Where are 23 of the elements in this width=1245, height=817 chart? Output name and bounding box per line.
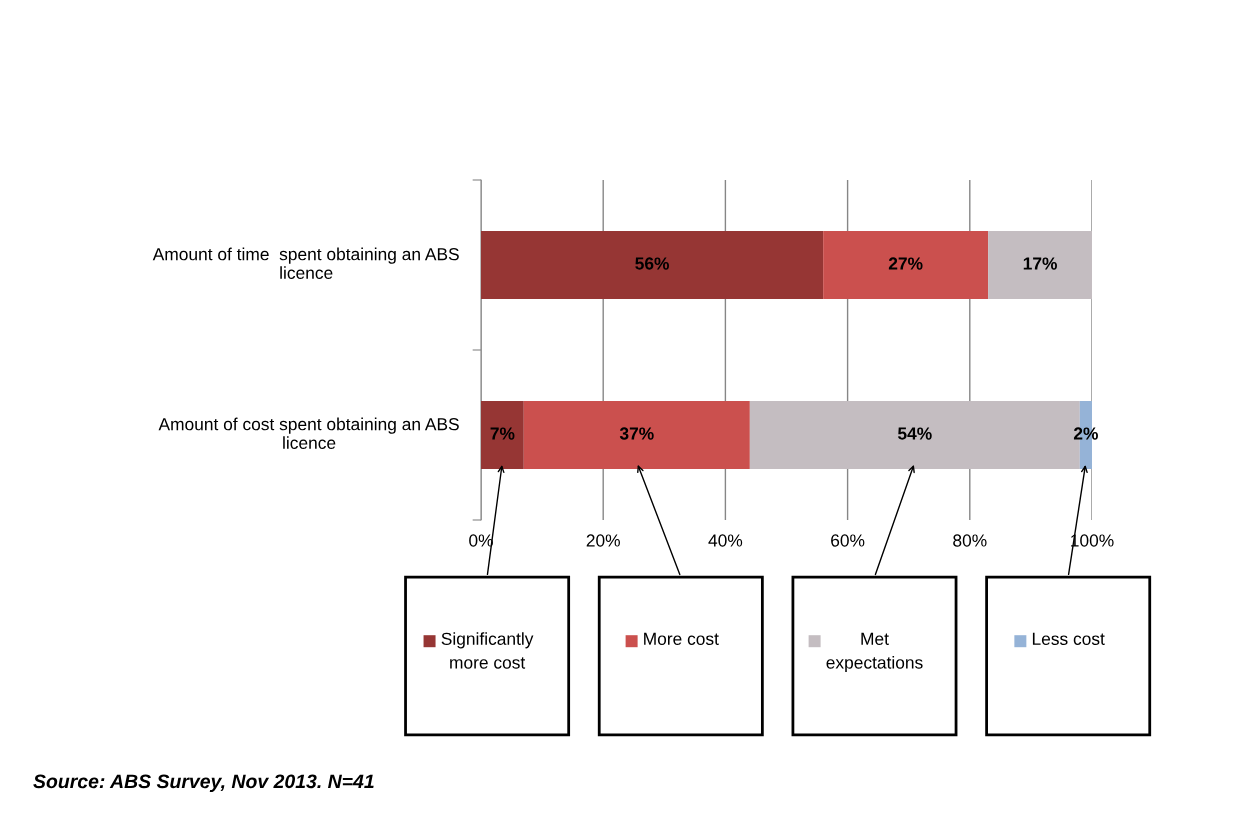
bar: [823, 231, 989, 299]
data-label: 54%: [897, 427, 932, 440]
data-label: 56%: [635, 257, 669, 270]
data-label: 27%: [888, 257, 923, 270]
data-label: 7%: [490, 427, 515, 440]
bar: [481, 401, 524, 469]
x-tick-label: 20%: [586, 534, 620, 547]
bar: [523, 401, 750, 469]
source-note: Source: ABS Survey, Nov 2013. N=41: [33, 774, 374, 793]
legend-label: More cost: [644, 632, 719, 645]
bar: [988, 231, 1092, 299]
legend-label: Significantly more cost: [441, 632, 534, 669]
legend-label: Less cost: [1032, 632, 1105, 645]
x-tick-label: 60%: [831, 534, 865, 547]
y-tick-label: Amount of time spent obtaining an ABS licence: [152, 247, 459, 280]
data-label: 37%: [619, 427, 654, 440]
x-tick-label: 40%: [708, 534, 743, 547]
x-tick-label: 80%: [953, 534, 987, 547]
data-label: 17%: [1023, 257, 1057, 270]
bar: [481, 231, 824, 299]
legend-label: Met expectations: [826, 632, 923, 673]
y-tick-label: Amount of cost spent obtaining an ABS licence: [158, 417, 459, 450]
data-label: 2%: [1073, 427, 1098, 440]
